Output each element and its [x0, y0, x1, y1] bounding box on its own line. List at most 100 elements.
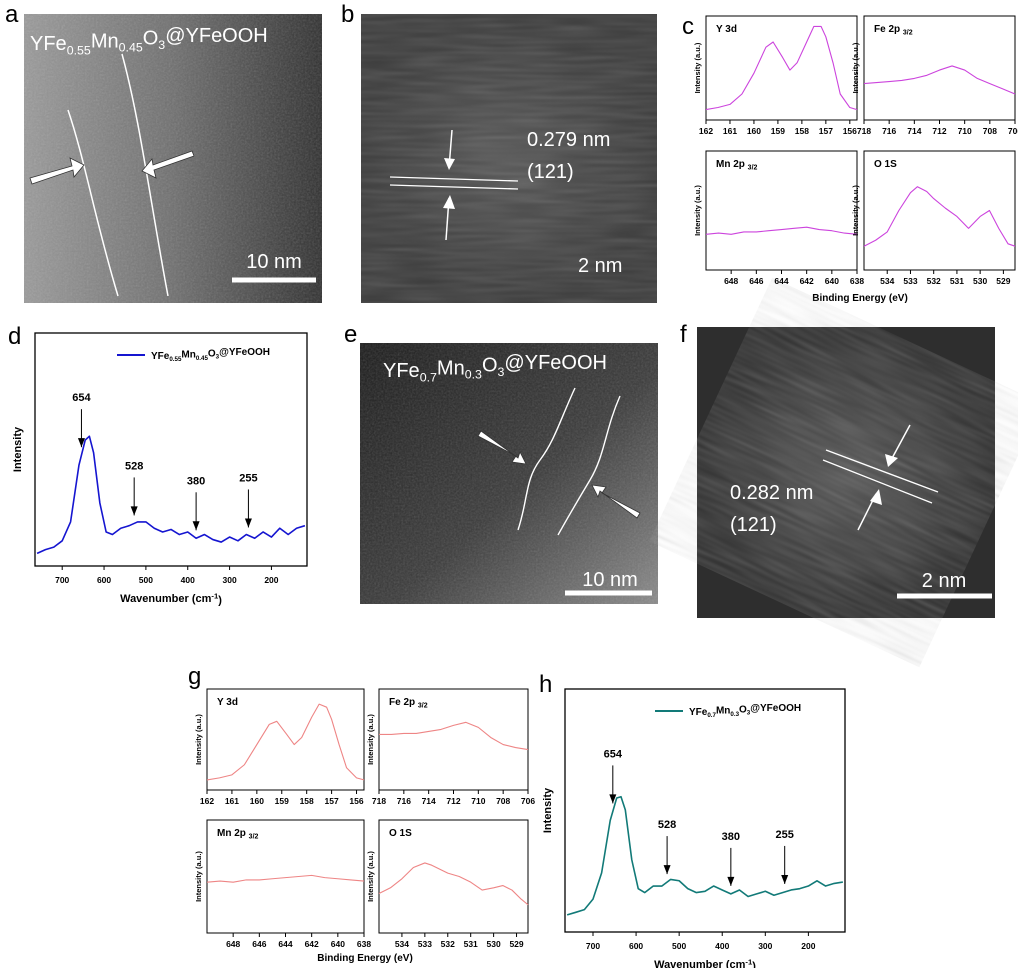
x-tick-label: 638: [357, 939, 371, 949]
subplot-title: O 1S: [389, 828, 412, 839]
x-tick-label: 500: [672, 941, 686, 951]
peak-label: 255: [239, 472, 257, 484]
x-tick-label: 712: [932, 126, 946, 136]
x-tick-label: 531: [950, 276, 964, 286]
x-axis-label: Binding Energy (eV): [317, 953, 413, 964]
arrow-head: [131, 506, 138, 515]
x-tick-label: 708: [496, 796, 510, 806]
x-tick-label: 706: [1008, 126, 1018, 136]
x-tick-label: 642: [305, 939, 319, 949]
x-tick-label: 158: [795, 126, 809, 136]
spectrum-line: [379, 722, 528, 749]
x-tick-label: 400: [715, 941, 729, 951]
spectrum-line: [706, 227, 857, 234]
x-tick-label: 529: [509, 939, 523, 949]
text-part: O 1S: [389, 828, 412, 839]
y-axis-label: Intensity (a.u.): [851, 185, 860, 236]
x-tick-label: 300: [758, 941, 772, 951]
y-axis-label: Intensity (a.u.): [366, 851, 375, 902]
d-spacing: 0.282 nm: [730, 482, 813, 504]
x-tick-label: 708: [983, 126, 997, 136]
x-tick-label: 158: [300, 796, 314, 806]
x-tick-label: 600: [97, 575, 111, 585]
scale-bar-label: 2 nm: [578, 255, 622, 277]
panel-letter: a: [5, 1, 19, 28]
arrow-head: [245, 518, 252, 527]
spectrum-line: [207, 704, 364, 780]
subplot-title: O 1S: [874, 159, 897, 170]
peak-label: 654: [72, 392, 91, 404]
spectrum-line: [567, 797, 843, 915]
panel-letter: f: [680, 321, 687, 348]
scale-bar-label: 10 nm: [246, 251, 302, 273]
spectrum-line: [207, 875, 364, 882]
text-part: Mn 2p: [217, 828, 249, 839]
x-tick-label: 160: [747, 126, 761, 136]
x-tick-label: 533: [903, 276, 917, 286]
x-tick-label: 714: [907, 126, 921, 136]
y-axis-label: Intensity: [542, 787, 554, 833]
arrow-head: [781, 875, 788, 884]
x-tick-label: 646: [749, 276, 763, 286]
x-tick-label: 718: [857, 126, 871, 136]
subplot-title: Fe 2p 3/2: [389, 697, 428, 709]
x-tick-label: 638: [850, 276, 864, 286]
x-tick-label: 500: [139, 575, 153, 585]
text-part: Wavenumber (cm: [120, 593, 212, 605]
plot-frame: [565, 689, 845, 932]
text-part: 3/2: [748, 164, 758, 171]
x-tick-label: 648: [724, 276, 738, 286]
x-axis-label: Wavenumber (cm-1): [120, 592, 222, 607]
x-tick-label: 640: [331, 939, 345, 949]
plot-frame: [35, 333, 307, 566]
spectrum-line: [37, 436, 305, 553]
arrow-head: [727, 877, 734, 886]
x-tick-label: 718: [372, 796, 386, 806]
x-tick-label: 646: [252, 939, 266, 949]
x-tick-label: 162: [200, 796, 214, 806]
y-axis-label: Intensity (a.u.): [194, 714, 203, 765]
x-tick-label: 716: [397, 796, 411, 806]
figure: a YFe0.55Mn0.45O3@YFeOOH 10 nm b 0.279 n…: [0, 0, 1018, 968]
panel-letter: h: [539, 671, 552, 698]
panel-letter: c: [682, 13, 694, 40]
arrow-head: [664, 865, 671, 874]
x-tick-label: 714: [422, 796, 436, 806]
peak-label: 654: [604, 748, 623, 760]
x-tick-label: 532: [441, 939, 455, 949]
tem-image-e: [360, 343, 658, 604]
text-part: 3/2: [418, 702, 428, 709]
x-tick-label: 400: [181, 575, 195, 585]
y-axis-label: Intensity (a.u.): [366, 714, 375, 765]
x-tick-label: 710: [958, 126, 972, 136]
x-axis-label: Binding Energy (eV): [812, 293, 908, 304]
x-tick-label: 531: [464, 939, 478, 949]
x-tick-label: 532: [927, 276, 941, 286]
peak-label: 380: [187, 475, 205, 487]
legend-label: YFe0.55Mn0.45O3@YFeOOH: [151, 347, 270, 363]
y-axis-label: Intensity (a.u.): [194, 851, 203, 902]
subplot-title: Y 3d: [716, 24, 737, 35]
text-part: Fe 2p: [874, 24, 903, 35]
x-tick-label: 530: [487, 939, 501, 949]
spectrum-line: [706, 26, 857, 109]
panel-letter: g: [188, 663, 201, 690]
x-tick-label: 644: [278, 939, 292, 949]
hrtem-image-f: [649, 278, 1018, 668]
peak-label: 380: [722, 831, 740, 843]
x-tick-label: 529: [996, 276, 1010, 286]
x-tick-label: 712: [446, 796, 460, 806]
text-part: ): [752, 960, 756, 968]
x-tick-label: 159: [275, 796, 289, 806]
lattice-plane: (121): [527, 161, 574, 183]
x-tick-label: 534: [395, 939, 409, 949]
panel-letter: e: [344, 321, 357, 348]
x-tick-label: 533: [418, 939, 432, 949]
peak-label: 528: [125, 460, 143, 472]
x-tick-label: 710: [471, 796, 485, 806]
x-tick-label: 160: [250, 796, 264, 806]
x-axis-label: Wavenumber (cm-1): [654, 958, 756, 968]
arrow-head: [193, 521, 200, 530]
subplot-title: Fe 2p 3/2: [874, 24, 913, 36]
peak-label: 528: [658, 819, 676, 831]
